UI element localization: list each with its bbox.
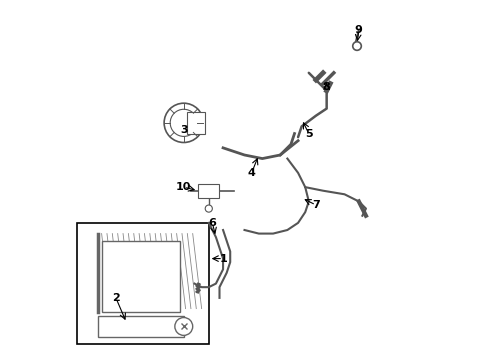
Text: 2: 2 [112, 293, 120, 303]
Text: 5: 5 [305, 129, 312, 139]
Circle shape [175, 318, 192, 336]
Text: 7: 7 [311, 200, 319, 210]
Circle shape [352, 42, 361, 50]
Text: 10: 10 [176, 182, 191, 192]
Text: 3: 3 [180, 125, 187, 135]
Text: 1: 1 [219, 253, 226, 264]
Circle shape [170, 109, 197, 136]
Text: 4: 4 [247, 168, 255, 178]
Bar [198, 184, 219, 198]
Bar [77, 223, 208, 344]
Text: 8: 8 [322, 82, 330, 92]
Text: 9: 9 [354, 25, 362, 35]
Circle shape [205, 205, 212, 212]
Bar [102, 241, 180, 312]
Circle shape [164, 103, 203, 143]
Text: 6: 6 [208, 218, 216, 228]
Bar [98, 316, 183, 337]
Bar [187, 112, 205, 134]
